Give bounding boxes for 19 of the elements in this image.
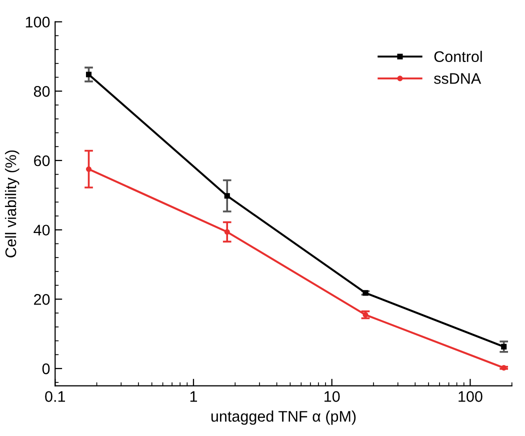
y-axis-title: Cell viability (%) — [4, 150, 20, 258]
y-tick-label: 80 — [34, 86, 50, 97]
x-tick-label: 1 — [190, 391, 197, 402]
x-tick-label: 100 — [458, 391, 482, 402]
point — [86, 166, 92, 172]
x-tick-label: 0.1 — [45, 391, 65, 402]
x-axis-title: untagged TNF α (pM) — [211, 410, 356, 425]
y-tick-label: 0 — [42, 363, 50, 374]
y-tick-label: 40 — [34, 224, 50, 236]
y-tick-label: 20 — [34, 294, 50, 305]
y-tick-label: 60 — [34, 155, 50, 166]
point — [224, 193, 230, 199]
x-tick-label: 10 — [324, 391, 340, 402]
y-tick-label: 100 — [26, 16, 50, 28]
legend-label: ssDNA — [434, 73, 482, 84]
point — [224, 229, 230, 235]
point — [86, 72, 92, 78]
point — [501, 344, 507, 350]
legend-label: Control — [434, 50, 482, 62]
